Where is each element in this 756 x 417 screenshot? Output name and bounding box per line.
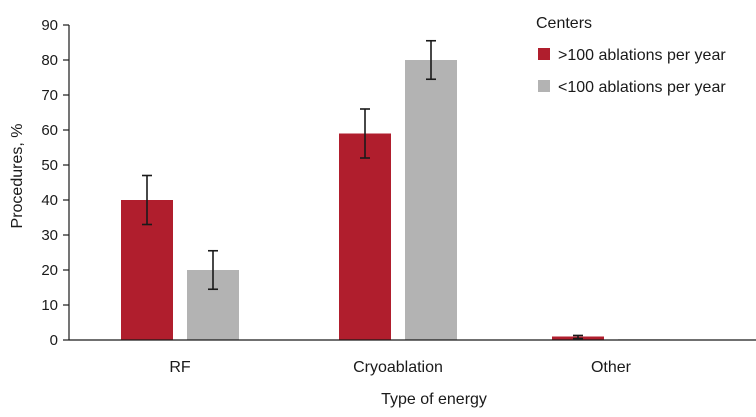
legend-swatch-series-1 xyxy=(538,48,550,60)
bar-cryoablation-series-1 xyxy=(339,133,391,340)
category-label-other: Other xyxy=(591,359,632,376)
error-bar-other-series-1 xyxy=(573,334,583,340)
error-bar-rf-series-1 xyxy=(142,174,152,226)
legend: Centers >100 ablations per year <100 abl… xyxy=(536,15,726,96)
category-labels-layer: RF Cryoablation Other xyxy=(169,359,631,376)
error-bar-rf-series-2 xyxy=(208,249,218,291)
x-axis-title: Type of energy xyxy=(381,391,487,408)
y-tick-label-60: 60 xyxy=(41,122,58,139)
error-bar-cryoablation-series-2 xyxy=(426,39,436,81)
legend-label-series-1: >100 ablations per year xyxy=(558,47,726,64)
y-tick-label-20: 20 xyxy=(41,262,58,279)
error-bar-cryoablation-series-1 xyxy=(360,108,370,159)
category-label-rf: RF xyxy=(169,359,191,376)
y-tick-label-50: 50 xyxy=(41,157,58,174)
y-tick-label-0: 0 xyxy=(50,332,58,349)
legend-label-series-2: <100 ablations per year xyxy=(558,79,726,96)
error-bars-layer xyxy=(142,39,583,340)
category-label-cryoablation: Cryoablation xyxy=(353,359,443,376)
bar-cryoablation-series-2 xyxy=(405,60,457,340)
y-tick-label-90: 90 xyxy=(41,17,58,34)
y-tick-label-30: 30 xyxy=(41,227,58,244)
legend-swatch-series-2 xyxy=(538,80,550,92)
y-tick-label-70: 70 xyxy=(41,87,58,104)
y-axis-title: Procedures, % xyxy=(9,124,26,229)
y-ticks-layer: 0 10 20 30 40 50 60 70 80 90 xyxy=(41,17,69,349)
bars-layer xyxy=(121,60,670,340)
y-tick-label-40: 40 xyxy=(41,192,58,209)
y-tick-label-80: 80 xyxy=(41,52,58,69)
axis-layer xyxy=(68,25,756,341)
legend-title: Centers xyxy=(536,15,592,32)
y-tick-label-10: 10 xyxy=(41,297,58,314)
